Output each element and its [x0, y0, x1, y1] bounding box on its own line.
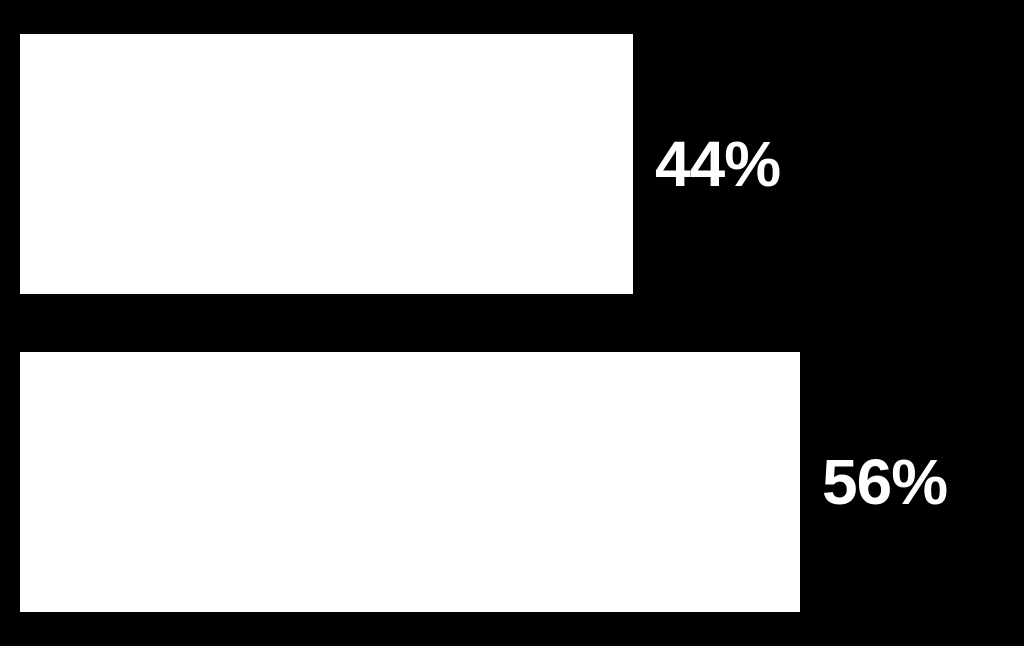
bar-label-1: 44%	[655, 127, 780, 201]
bar-row-1: 44%	[20, 34, 780, 294]
bar-chart: 44% 56%	[0, 0, 1024, 646]
bar-label-2: 56%	[822, 445, 947, 519]
bar-1	[20, 34, 633, 294]
bar-row-2: 56%	[20, 352, 947, 612]
bar-2	[20, 352, 800, 612]
